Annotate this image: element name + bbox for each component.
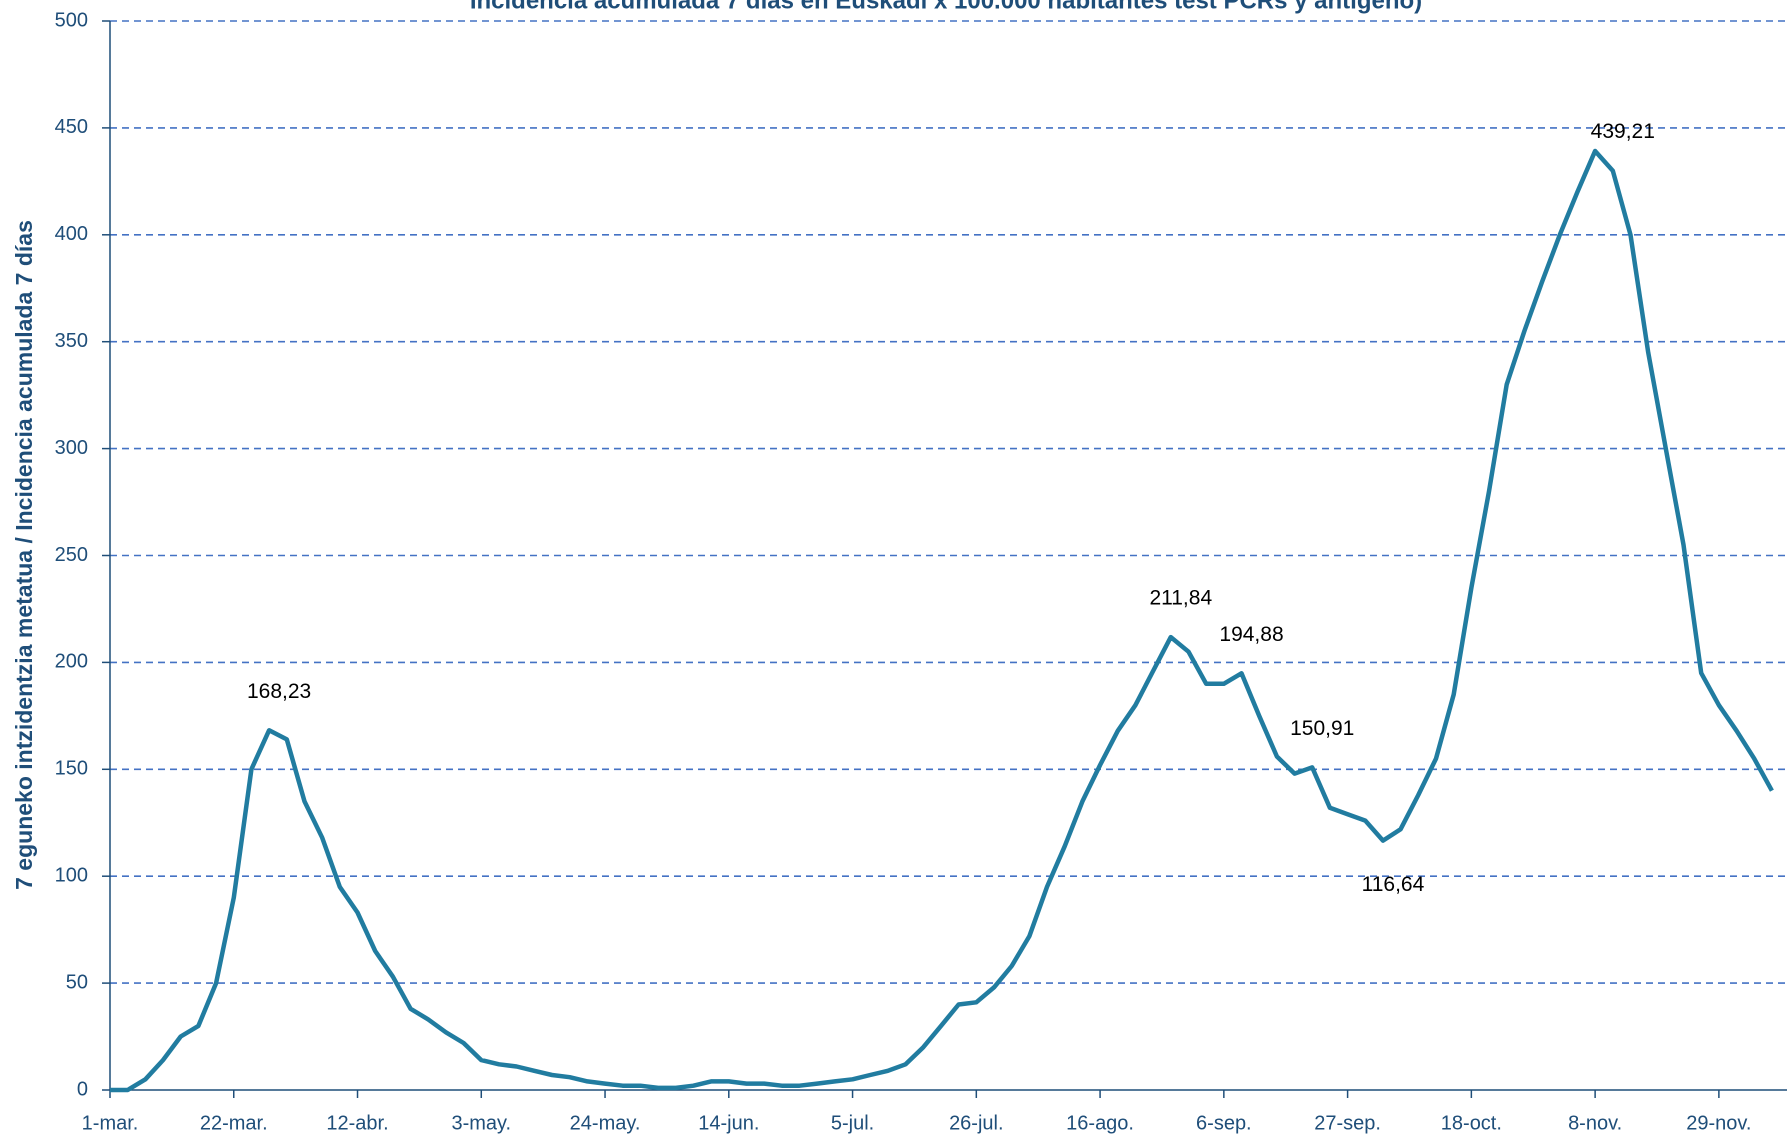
data-line — [110, 148, 1774, 1093]
x-tick-label: 22-mar. — [200, 1112, 268, 1134]
x-tick-label: 16-ago. — [1066, 1112, 1134, 1134]
x-tick-label: 18-oct. — [1441, 1112, 1502, 1134]
x-tick-label: 1-mar. — [82, 1112, 139, 1134]
x-tick-label: 24-may. — [570, 1112, 641, 1134]
y-tick-label: 450 — [55, 116, 88, 138]
x-tick-label: 29-nov. — [1686, 1112, 1751, 1134]
x-tick-label: 12-abr. — [326, 1112, 388, 1134]
x-tick-label: 26-jul. — [949, 1112, 1003, 1134]
data-label: 211,84 — [1149, 587, 1212, 610]
y-tick-label: 50 — [66, 971, 88, 993]
y-tick-label: 350 — [55, 330, 88, 352]
y-tick-label: 400 — [55, 223, 88, 245]
y-tick-label: 250 — [55, 544, 88, 566]
chart-title: Incidencia acumulada 7 días en Euskadi x… — [470, 0, 1422, 14]
y-tick-label: 300 — [55, 437, 88, 459]
x-tick-label: 6-sep. — [1196, 1112, 1252, 1134]
y-tick-label: 150 — [55, 758, 88, 780]
y-tick-label: 200 — [55, 651, 88, 673]
data-label: 168,23 — [247, 680, 311, 703]
y-axis-label: 7 eguneko intzidentzia metatua / Inciden… — [11, 220, 37, 890]
y-tick-label: 100 — [55, 864, 88, 886]
x-tick-label: 8-nov. — [1568, 1112, 1622, 1134]
x-tick-label: 27-sep. — [1314, 1112, 1381, 1134]
x-tick-label: 3-may. — [451, 1112, 511, 1134]
x-tick-label: 5-jul. — [831, 1112, 874, 1134]
data-label: 194,88 — [1219, 623, 1283, 646]
data-label: 439,21 — [1591, 120, 1655, 143]
x-tick-label: 14-jun. — [698, 1112, 759, 1134]
y-tick-label: 0 — [77, 1078, 88, 1100]
y-tick-label: 500 — [55, 9, 88, 31]
data-label: 150,91 — [1290, 717, 1354, 740]
data-label: 116,64 — [1362, 873, 1425, 896]
